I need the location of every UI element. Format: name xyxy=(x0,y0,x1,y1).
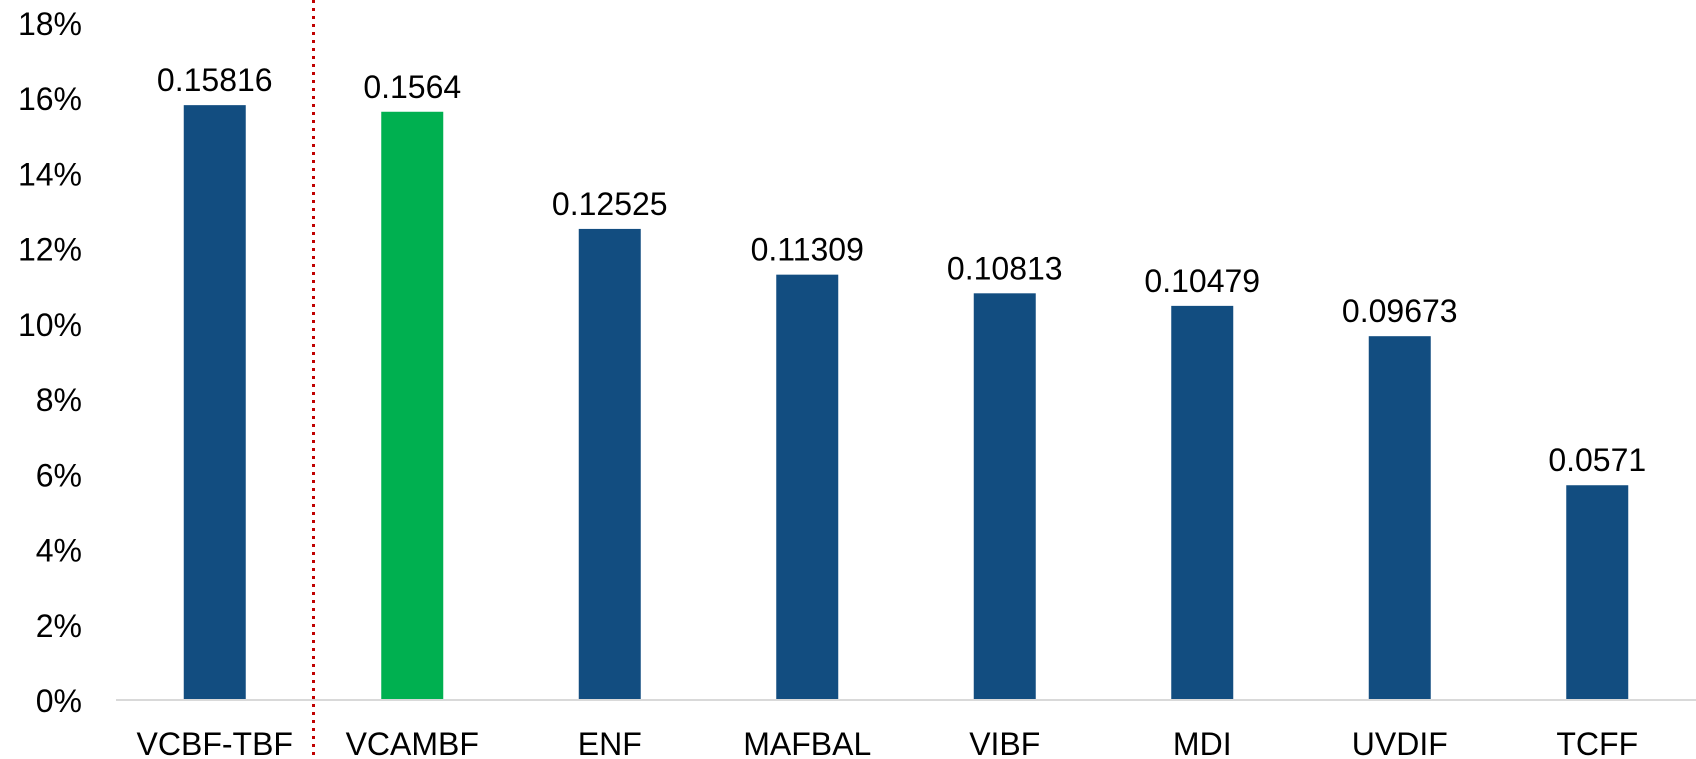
data-label: 0.11309 xyxy=(751,232,864,268)
bar-tcff xyxy=(1566,485,1629,700)
data-label: 0.0571 xyxy=(1548,442,1646,478)
y-tick-label: 0% xyxy=(36,683,82,719)
category-label: VCBF-TBF xyxy=(137,726,293,759)
bar-vcambf xyxy=(381,111,444,701)
data-label: 0.10813 xyxy=(947,250,1063,286)
bars xyxy=(183,105,1629,701)
y-axis-ticks: 0% 2% 4% 6% 8% 10% 12% 14% 16% 18% xyxy=(18,6,82,719)
y-tick-label: 2% xyxy=(36,608,82,644)
data-label: 0.12525 xyxy=(552,186,668,222)
category-label: MDI xyxy=(1173,726,1232,759)
y-tick-label: 10% xyxy=(18,307,82,343)
data-labels: 0.15816 0.1564 0.12525 0.11309 0.10813 0.1047… xyxy=(157,62,1646,478)
category-label: VIBF xyxy=(969,726,1040,759)
bar-enf xyxy=(578,228,641,700)
y-tick-label: 14% xyxy=(18,156,82,192)
bar-vibf xyxy=(973,293,1036,700)
category-label: MAFBAL xyxy=(743,726,871,759)
bar-uvdif xyxy=(1368,336,1431,700)
y-tick-label: 16% xyxy=(18,81,82,117)
data-label: 0.1564 xyxy=(363,69,461,105)
category-label: ENF xyxy=(578,726,642,759)
y-tick-label: 4% xyxy=(36,533,82,569)
category-labels: VCBF-TBF VCAMBF ENF MAFBAL VIBF MDI UVDIF TCFF xyxy=(137,726,1639,759)
y-tick-label: 12% xyxy=(18,232,82,268)
bar-vcbf-tbf xyxy=(183,105,246,700)
category-label: TCFF xyxy=(1556,726,1638,759)
data-label: 0.10479 xyxy=(1144,263,1260,299)
bar-mdi xyxy=(1171,305,1234,700)
y-tick-label: 8% xyxy=(36,382,82,418)
data-label: 0.09673 xyxy=(1342,293,1458,329)
y-tick-label: 18% xyxy=(18,6,82,42)
data-label: 0.15816 xyxy=(157,62,273,98)
bar-mafbal xyxy=(776,274,839,700)
category-label: VCAMBF xyxy=(346,726,479,759)
category-label: UVDIF xyxy=(1352,726,1448,759)
y-tick-label: 6% xyxy=(36,457,82,493)
